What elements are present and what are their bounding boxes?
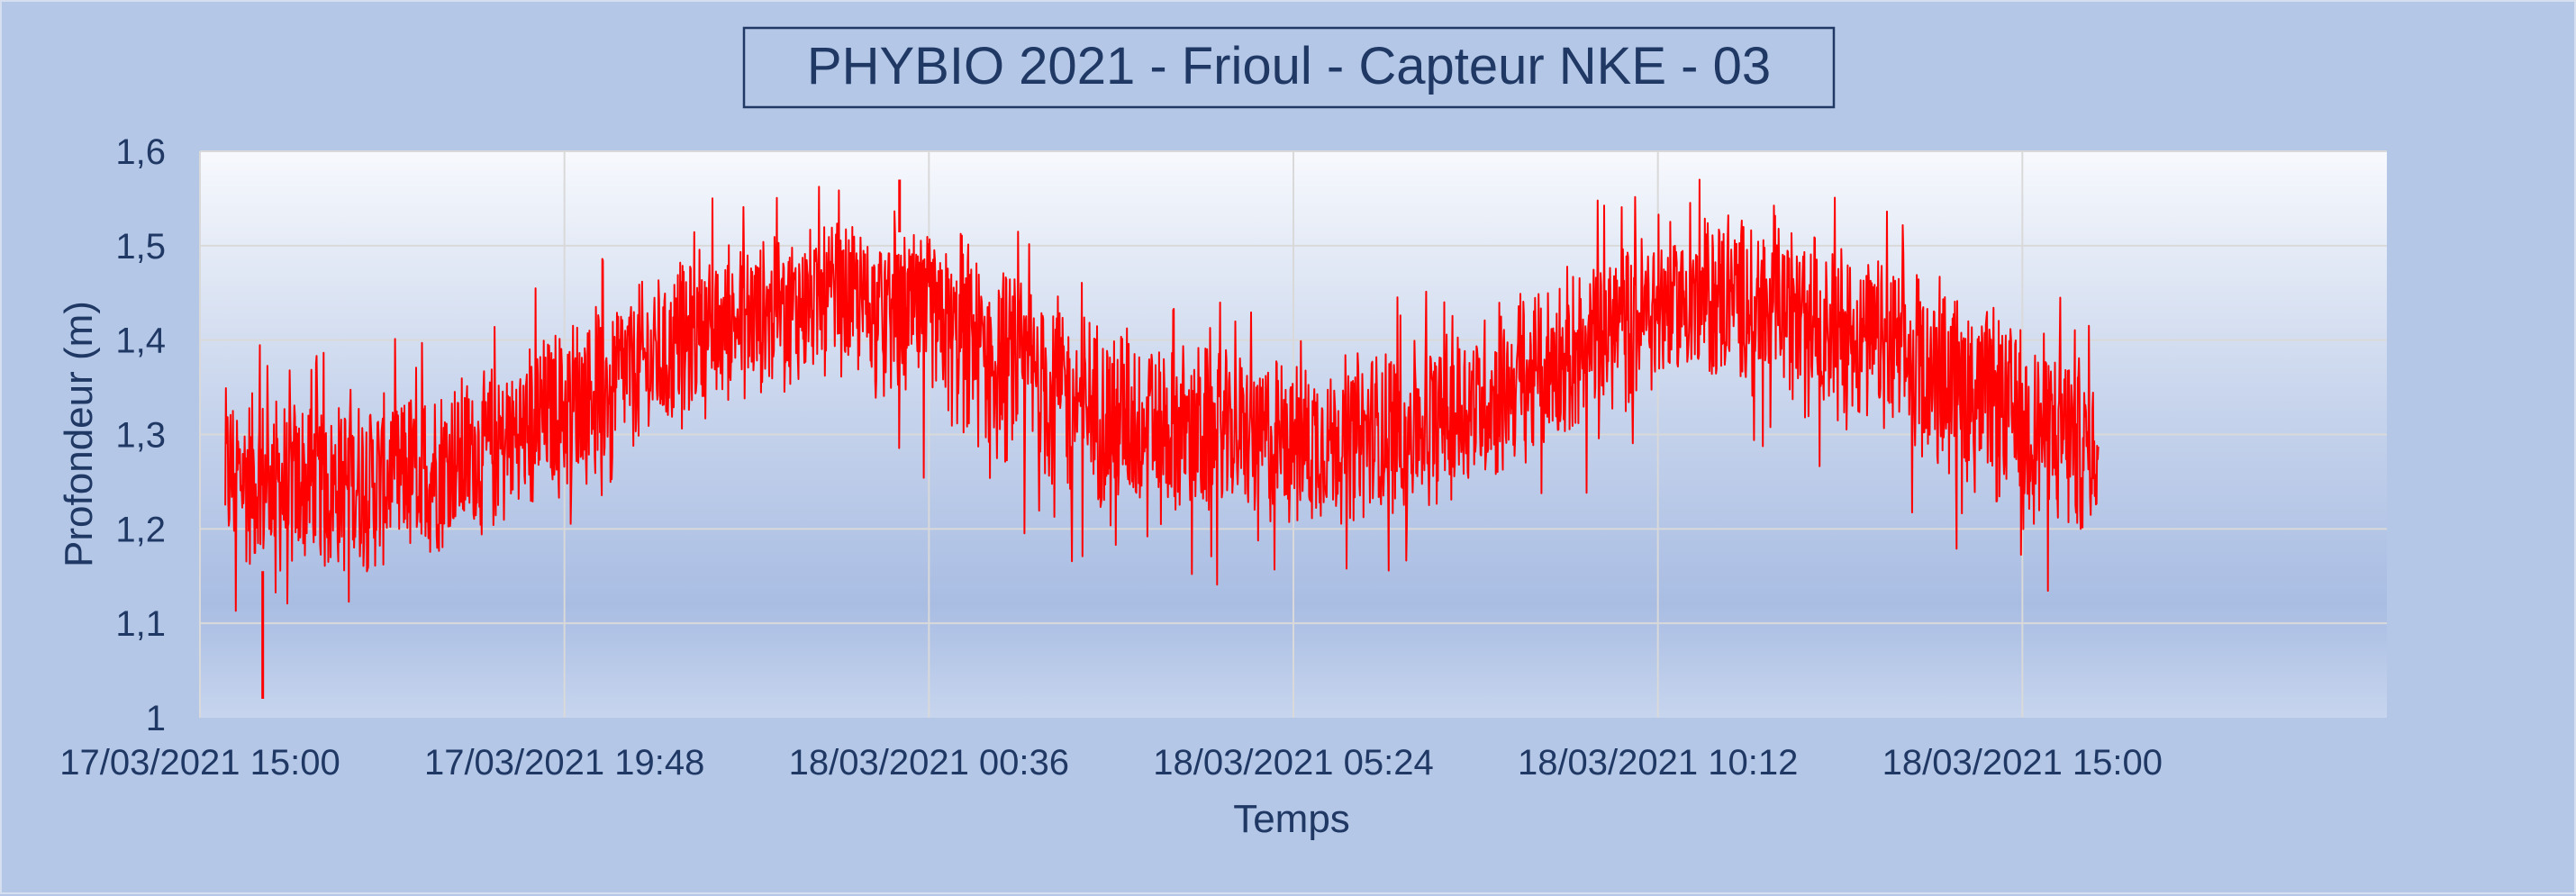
x-tick-label: 18/03/2021 15:00	[1882, 743, 2163, 783]
y-tick-label: 1,5	[115, 227, 166, 267]
y-axis-title: Profondeur (m)	[57, 301, 101, 567]
x-tick-label: 17/03/2021 19:48	[424, 743, 704, 783]
series-depth	[224, 178, 2100, 700]
x-tick-label: 18/03/2021 10:12	[1518, 743, 1798, 783]
y-tick-label: 1,2	[115, 510, 166, 549]
y-tick-label: 1,6	[115, 132, 166, 172]
title-frame	[742, 26, 1836, 109]
y-tick-label: 1,1	[115, 604, 166, 644]
x-axis-title: Temps	[1233, 797, 1350, 841]
series-line	[224, 178, 2100, 612]
y-tick-label: 1,4	[115, 321, 166, 361]
chart-title: PHYBIO 2021 - Frioul - Capteur NKE - 03	[807, 37, 1771, 95]
x-tick-label: 18/03/2021 05:24	[1153, 743, 1433, 783]
y-tick-label: 1	[146, 699, 166, 738]
x-tick-label: 17/03/2021 15:00	[59, 743, 340, 783]
x-tick-label: 18/03/2021 00:36	[789, 743, 1069, 783]
y-tick-label: 1,3	[115, 416, 166, 456]
x-tick-labels: 17/03/2021 15:00 17/03/2021 19:48 18/03/20…	[59, 743, 2163, 783]
y-tick-labels: 1 1,1 1,2 1,3 1,4 1,5 1,6	[115, 132, 166, 738]
